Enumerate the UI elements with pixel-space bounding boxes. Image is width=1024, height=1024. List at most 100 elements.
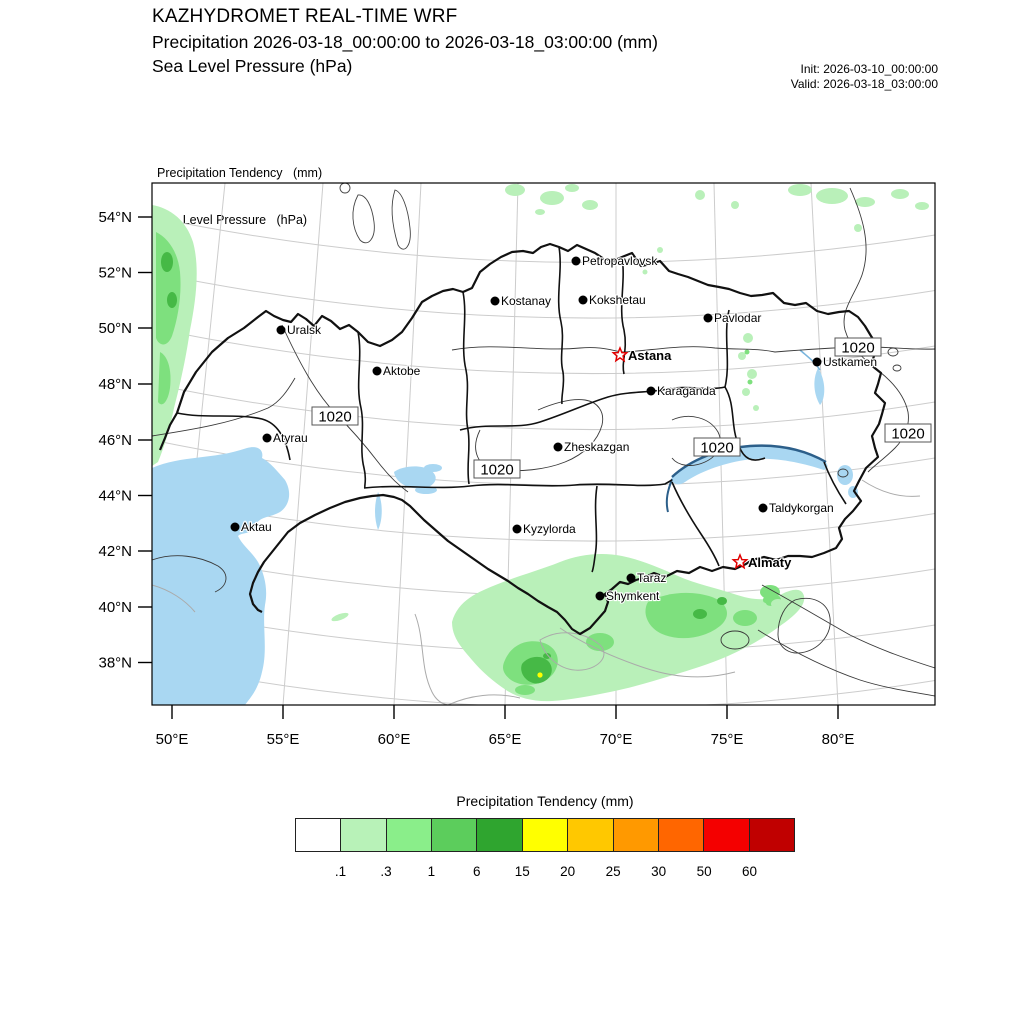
colorbar-cell (432, 819, 478, 851)
city-zheskazgan: Zheskazgan (553, 439, 630, 455)
lon-tick-label: 65°E (489, 731, 522, 748)
lat-tick-label: 48°N (98, 376, 132, 393)
svg-text:Taldykorgan: Taldykorgan (769, 501, 834, 515)
lon-tick-label: 50°E (156, 731, 189, 748)
colorbar-tick: 30 (651, 864, 667, 879)
star-icon (611, 346, 629, 363)
lat-tick-label: 52°N (98, 265, 132, 282)
svg-text:Almaty: Almaty (748, 555, 792, 570)
svg-text:Kostanay: Kostanay (501, 294, 551, 308)
lat-tick-label: 54°N (98, 209, 132, 226)
capital-almaty: Almaty (731, 553, 793, 571)
pressure-label: 1020 (480, 462, 513, 479)
colorbar-cell (613, 819, 659, 851)
pressure-label: 1020 (700, 440, 733, 457)
lat-tick-label: 50°N (98, 320, 132, 337)
svg-text:Astana: Astana (628, 348, 672, 363)
city-kostanay: Kostanay (490, 293, 552, 309)
lat-tick-label: 46°N (98, 432, 132, 449)
city-taldykorgan: Taldykorgan (758, 500, 835, 516)
page-title: KAZHYDROMET REAL-TIME WRF (152, 6, 458, 27)
lat-tick-label: 44°N (98, 488, 132, 505)
city-shymkent: Shymkent (595, 588, 661, 604)
colorbar-tick: .1 (334, 864, 347, 879)
caspian-sea (152, 447, 290, 705)
precipitation-areas (152, 184, 929, 702)
city-petropavlovsk: Petropavlovsk (571, 253, 659, 269)
map-frame (151, 182, 936, 706)
lon-axis-labels: 50°E 55°E 60°E 65°E 70°E 75°E 80°E (156, 731, 855, 748)
colorbar-title: Precipitation Tendency (mm) (456, 793, 634, 809)
valid-time: Valid: 2026-03-18_03:00:00 (790, 77, 938, 91)
legend-precip-line: Precipitation Tendency (mm) (157, 166, 323, 180)
svg-text:Aktobe: Aktobe (383, 364, 421, 378)
city-aktobe: Aktobe (372, 363, 422, 379)
init-time: Init: 2026-03-10_00:00:00 (800, 62, 938, 76)
lon-tick-label: 75°E (711, 731, 744, 748)
colorbar-tick: 25 (605, 864, 621, 879)
lon-tick-label: 55°E (267, 731, 300, 748)
lake-alakol (837, 465, 853, 485)
capital-astana: Astana (611, 346, 673, 364)
colorbar-cell (704, 819, 750, 851)
city-karaganda: Karaganda (646, 383, 717, 399)
lake-zaysan (814, 368, 825, 405)
city-uralsk: Uralsk (276, 322, 323, 338)
balkhash-north-shore (671, 444, 827, 478)
svg-text:Ustkamen: Ustkamen (823, 355, 877, 369)
svg-text:Pavlodar: Pavlodar (714, 311, 761, 325)
svg-text:Petropavlovsk: Petropavlovsk (582, 254, 658, 268)
lon-tick-label: 80°E (822, 731, 855, 748)
pressure-label: 1020 (841, 340, 874, 357)
svg-text:Zheskazgan: Zheskazgan (564, 440, 629, 454)
colorbar-cell (296, 819, 342, 851)
city-kyzylorda: Kyzylorda (512, 521, 577, 537)
city-pavlodar: Pavlodar (703, 310, 762, 326)
lon-tick-label: 60°E (378, 731, 411, 748)
colorbar-cell (568, 819, 614, 851)
pressure-label: 1020 (318, 409, 351, 426)
city-ustkamen: Ustkamen (812, 354, 878, 370)
city-aktau: Aktau (230, 519, 273, 535)
svg-text:Karaganda: Karaganda (657, 384, 716, 398)
aral-lakes (394, 466, 436, 489)
lat-tick-label: 42°N (98, 543, 132, 560)
max-precip-yellow-spot (537, 672, 543, 678)
svg-text:Taraz: Taraz (637, 571, 666, 585)
precip-period: Precipitation 2026-03-18_00:00:00 to 202… (152, 32, 658, 52)
colorbar-tick: 50 (696, 864, 712, 879)
city-kokshetau: Kokshetau (578, 292, 647, 308)
colorbar-tick: 6 (473, 864, 481, 879)
foreign-borders (152, 479, 921, 705)
star-icon (731, 553, 749, 570)
lat-axis-labels: 54°N 52°N 50°N 48°N 46°N 44°N 42°N 40°N … (98, 209, 132, 672)
lat-tick-label: 40°N (98, 599, 132, 616)
pressure-subtitle: Sea Level Pressure (hPa) (152, 56, 353, 76)
pressure-contour-labels: 1020 1020 1020 1020 1020 (311, 337, 932, 479)
city-taraz: Taraz (626, 570, 667, 586)
svg-text:Atyrau: Atyrau (273, 431, 308, 445)
colorbar-tick: 1 (427, 864, 436, 879)
colorbar-tick: 15 (514, 864, 530, 879)
lat-tick-label: 38°N (98, 655, 132, 672)
colorbar-cell (386, 819, 433, 851)
colorbar-cell (749, 819, 794, 851)
colorbar-cell (522, 819, 569, 851)
svg-text:Uralsk: Uralsk (287, 323, 322, 337)
lon-tick-label: 70°E (600, 731, 633, 748)
svg-text:Aktau: Aktau (241, 520, 272, 534)
pressure-label: 1020 (891, 426, 924, 443)
colorbar-tick: .3 (380, 864, 392, 879)
svg-text:Shymkent: Shymkent (606, 589, 660, 603)
cities: Uralsk Aktobe Atyrau Aktau Kostanay Petr… (230, 253, 878, 604)
city-atyrau: Atyrau (262, 430, 309, 446)
axis-ticks (138, 216, 839, 719)
svg-text:Kyzylorda: Kyzylorda (523, 522, 576, 536)
svg-text:Kokshetau: Kokshetau (589, 293, 646, 307)
kazakhstan-border (175, 242, 887, 636)
colorbar-cell (477, 819, 523, 851)
colorbar-tick: 20 (560, 864, 576, 879)
north-lake-outlines (339, 183, 411, 250)
